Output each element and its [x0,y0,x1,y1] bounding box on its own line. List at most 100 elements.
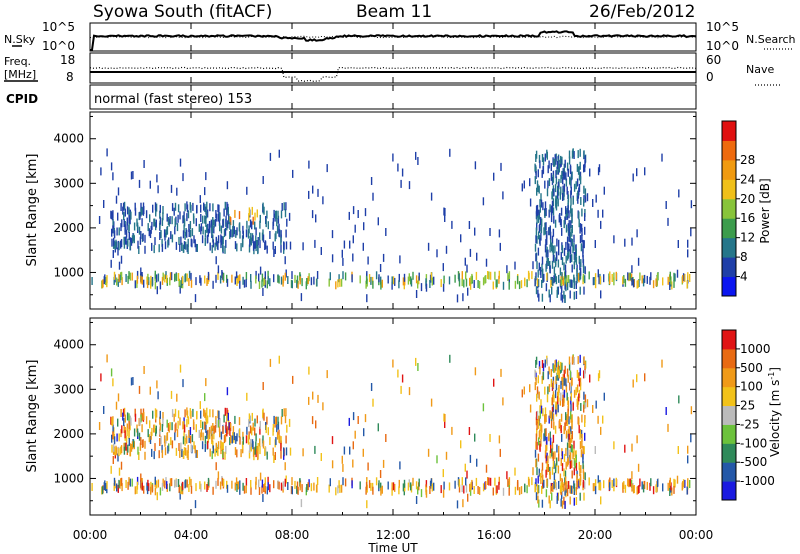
velocity-point [561,433,563,442]
velocity-point [145,416,148,425]
power-point [613,235,615,244]
power-point [282,275,285,284]
power-point [215,274,217,283]
velocity-point [600,496,602,505]
power-point [164,241,167,250]
colorbar-segment [722,257,736,278]
power-point [150,275,152,284]
velocity-point [500,368,502,377]
velocity-point [465,484,468,493]
power-point [554,274,556,283]
power-point [243,279,246,288]
power-point [379,264,382,272]
power-point [202,215,204,224]
power-point [495,279,497,288]
colorbar-tick-label: -1000 [740,474,775,488]
velocity-point [235,477,238,486]
power-point [408,181,411,190]
power-colorbar-label: Power [dB] [758,178,772,243]
velocity-point [326,370,328,379]
velocity-point [576,481,578,490]
velocity-point [275,437,277,446]
velocity-point [159,487,162,496]
velocity-point [546,452,548,461]
power-point [185,241,187,250]
velocity-point [557,364,560,373]
power-point [470,276,472,285]
power-point [207,228,209,237]
velocity-point [269,437,271,445]
power-point [329,272,331,281]
power-point [559,191,562,200]
power-point [227,206,229,215]
power-point [573,234,575,243]
power-point [285,202,287,211]
velocity-point [467,493,469,502]
power-point [540,217,542,225]
power-point [429,274,432,283]
velocity-point [124,442,126,451]
power-point [579,171,582,180]
power-point [543,273,545,282]
velocity-point [546,394,549,403]
power-point [117,278,119,287]
power-point [689,274,691,282]
velocity-point [624,444,626,453]
velocity-point [189,408,191,417]
velocity-point [474,433,476,442]
power-point [222,244,224,253]
power-point [603,186,605,195]
velocity-point [542,480,544,489]
velocity-point [454,480,456,489]
power-point [551,260,554,269]
power-point [535,211,538,220]
power-point [259,240,261,249]
power-point [179,158,182,167]
velocity-point [149,386,151,395]
noise-sky-label: N.Sky [4,33,36,46]
power-point [546,188,549,197]
power-point [430,272,433,281]
velocity-point [542,371,545,380]
velocity-point [183,447,186,456]
power-point [113,276,115,285]
power-point [285,229,287,238]
velocity-point [613,478,615,487]
velocity-point [148,483,150,492]
velocity-point [687,445,689,454]
power-point [558,247,560,256]
power-point [252,216,254,225]
power-point [571,225,573,233]
velocity-point [252,422,254,431]
velocity-point [579,468,581,477]
power-point [366,294,368,303]
power-point [113,271,116,280]
power-point [667,217,669,226]
power-point [566,252,569,261]
velocity-point [198,429,200,438]
colorbar-tick-label: 20 [740,192,755,206]
velocity-point [567,481,570,489]
velocity-point [255,433,257,442]
velocity-point [101,486,104,495]
power-point [537,269,539,278]
velocity-point [669,488,671,496]
power-point [499,242,501,251]
velocity-point [311,416,314,425]
power-point [690,200,693,209]
velocity-point [575,450,577,459]
power-point [554,259,557,268]
freq-left-tick-top: 18 [60,53,75,67]
velocity-point [536,467,538,476]
power-point [584,266,586,275]
velocity-point [283,447,285,456]
power-point [121,219,123,228]
colorbar-tick-label: 25 [740,399,755,413]
power-point [652,280,655,289]
velocity-point [690,434,692,443]
power-point [251,221,253,230]
velocity-point [568,416,570,425]
velocity-point [138,385,141,394]
power-point [624,238,626,247]
power-point [549,244,551,253]
